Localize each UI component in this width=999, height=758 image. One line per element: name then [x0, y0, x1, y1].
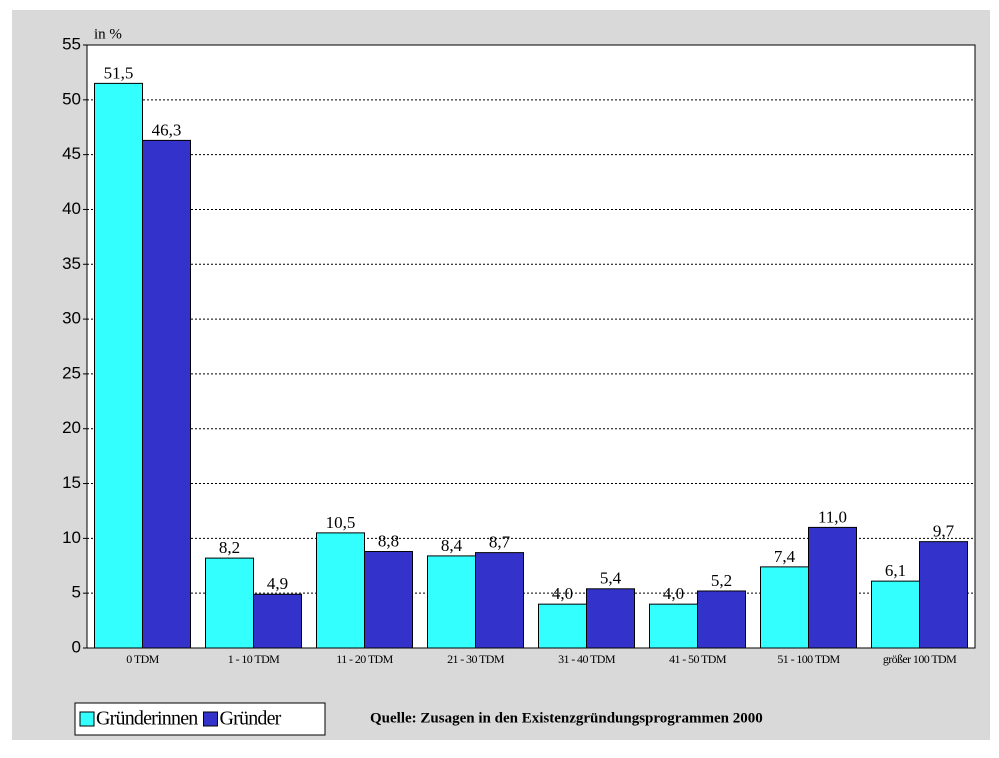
y-tick-label: 40: [62, 199, 81, 218]
x-tick-label: 51 - 100 TDM: [777, 652, 840, 666]
value-label: 8,2: [219, 538, 240, 557]
bar: [316, 532, 365, 649]
y-tick-label: 5: [72, 583, 81, 602]
bar: [808, 526, 857, 649]
y-tick-label: 50: [62, 89, 81, 108]
x-tick-label: 31 - 40 TDM: [558, 652, 616, 666]
bar: [364, 551, 413, 649]
x-tick-label: 41 - 50 TDM: [669, 652, 727, 666]
y-axis-label: in %: [94, 26, 122, 42]
x-tick-label: 21 - 30 TDM: [447, 652, 505, 666]
value-label: 46,3: [152, 120, 182, 139]
bar: [475, 552, 524, 649]
legend-swatch: [79, 711, 95, 727]
x-tick-label: 1 - 10 TDM: [228, 652, 280, 666]
bar: [253, 593, 302, 649]
bar: [538, 603, 587, 649]
source-note: Quelle: Zusagen in den Existenzgründungs…: [370, 710, 763, 726]
bar: [205, 557, 254, 649]
value-label: 8,4: [441, 536, 463, 555]
bar: [760, 566, 809, 649]
value-label: 4,0: [663, 584, 684, 603]
x-tick-label: 0 TDM: [126, 652, 159, 666]
value-label: 9,7: [933, 522, 955, 541]
legend: [74, 702, 326, 736]
y-tick-label: 25: [62, 363, 81, 382]
y-tick-label: 30: [62, 309, 81, 328]
y-tick-label: 35: [62, 254, 81, 273]
value-label: 51,5: [104, 63, 134, 82]
bar: [142, 139, 191, 649]
value-label: 8,7: [489, 533, 511, 552]
y-tick-label: 15: [62, 473, 81, 492]
y-tick-label: 10: [62, 528, 81, 547]
y-tick-label: 20: [62, 418, 81, 437]
y-tick-label: 45: [62, 144, 81, 163]
value-label: 11,0: [818, 507, 847, 526]
value-label: 5,4: [600, 569, 622, 588]
value-label: 5,2: [711, 571, 732, 590]
x-tick-label: größer 100 TDM: [883, 652, 957, 666]
bar: [427, 555, 476, 649]
value-label: 10,5: [326, 513, 356, 532]
bar: [919, 541, 968, 649]
value-label: 7,4: [774, 547, 796, 566]
value-label: 4,0: [552, 584, 573, 603]
legend-label: Gründerinnen: [96, 708, 198, 730]
legend-label: Gründer: [219, 708, 281, 730]
legend-swatch: [202, 711, 218, 727]
bar: [649, 603, 698, 649]
bar: [94, 82, 143, 649]
bar: [697, 590, 746, 649]
y-tick-label: 55: [62, 34, 81, 53]
y-tick-label: 0: [72, 637, 81, 656]
bar: [586, 588, 635, 649]
bar: [871, 580, 920, 649]
value-label: 4,9: [267, 574, 288, 593]
value-label: 8,8: [378, 531, 399, 550]
x-tick-label: 11 - 20 TDM: [336, 652, 393, 666]
value-label: 6,1: [885, 561, 906, 580]
